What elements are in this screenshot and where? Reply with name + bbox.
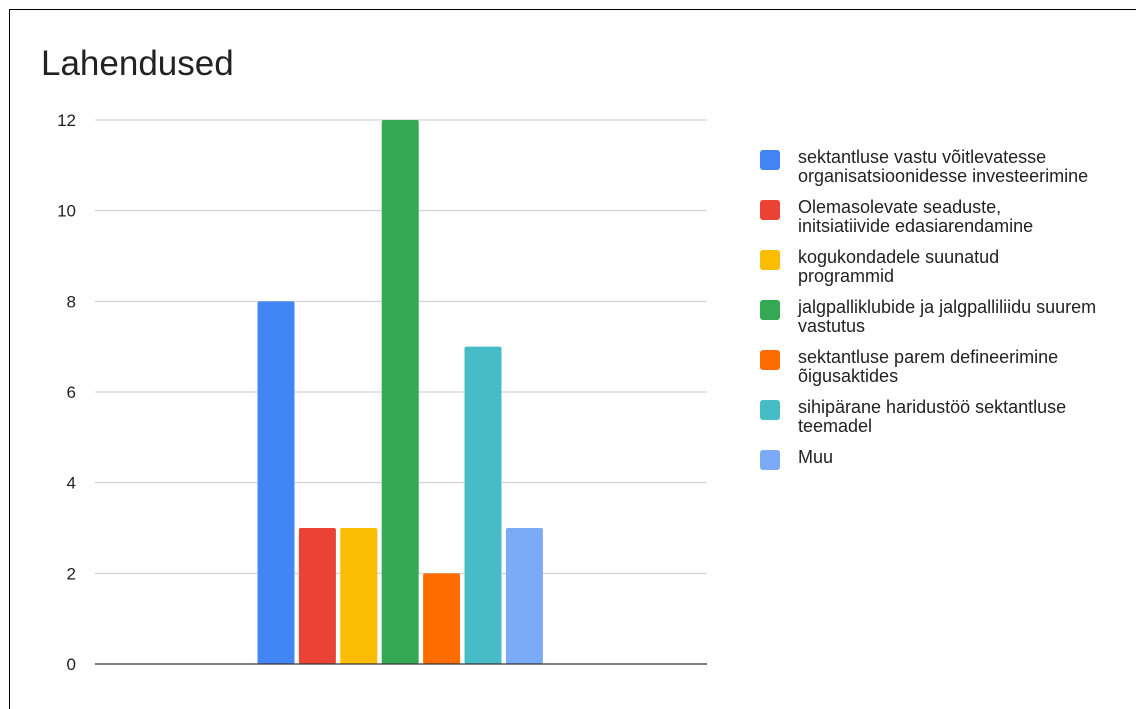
legend-swatch bbox=[760, 350, 780, 370]
legend-swatch bbox=[760, 400, 780, 420]
bar bbox=[340, 528, 378, 664]
y-tick-label: 8 bbox=[67, 292, 76, 311]
chart-title: Lahendused bbox=[41, 44, 234, 83]
legend-item: Muu bbox=[760, 448, 1100, 470]
y-axis-ticks: 0 2 4 6 8 10 12 bbox=[57, 111, 76, 674]
legend: sektantluse vastu võitlevatesse organisa… bbox=[760, 148, 1100, 482]
bar bbox=[464, 346, 502, 664]
legend-swatch bbox=[760, 200, 780, 220]
bar bbox=[423, 573, 461, 664]
legend-item: Olemasolevate seaduste, initsiatiivide e… bbox=[760, 198, 1100, 236]
legend-label: jalgpalliklubide ja jalgpalliliidu suure… bbox=[798, 297, 1097, 336]
legend-swatch bbox=[760, 250, 780, 270]
y-tick-label: 6 bbox=[67, 383, 76, 402]
bar bbox=[505, 528, 543, 664]
bar bbox=[298, 528, 336, 664]
legend-swatch bbox=[760, 300, 780, 320]
legend-item: sihipärane haridustöö sektantluse teemad… bbox=[760, 398, 1100, 436]
legend-label: Muu bbox=[798, 447, 834, 467]
y-tick-label: 10 bbox=[57, 202, 76, 221]
legend-swatch bbox=[760, 150, 780, 170]
y-tick-label: 0 bbox=[67, 655, 76, 674]
y-tick-label: 2 bbox=[67, 564, 76, 583]
legend-label: sihipärane haridustöö sektantluse teemad… bbox=[798, 397, 1067, 436]
bar bbox=[257, 301, 295, 664]
legend-item: jalgpalliklubide ja jalgpalliliidu suure… bbox=[760, 298, 1100, 336]
legend-label: sektantluse parem defineerimine õigusakt… bbox=[798, 347, 1059, 386]
legend-label: sektantluse vastu võitlevatesse organisa… bbox=[798, 147, 1089, 186]
y-tick-label: 4 bbox=[67, 474, 76, 493]
bar bbox=[381, 120, 419, 664]
legend-label: Olemasolevate seaduste, initsiatiivide e… bbox=[798, 197, 1034, 236]
legend-item: sektantluse parem defineerimine õigusakt… bbox=[760, 348, 1100, 386]
y-tick-label: 12 bbox=[57, 111, 76, 130]
legend-swatch bbox=[760, 450, 780, 470]
legend-item: kogukondadele suunatud programmid bbox=[760, 248, 1100, 286]
bars bbox=[257, 120, 543, 664]
chart-frame bbox=[9, 9, 1136, 709]
legend-item: sektantluse vastu võitlevatesse organisa… bbox=[760, 148, 1100, 186]
legend-label: kogukondadele suunatud programmid bbox=[798, 247, 1000, 286]
